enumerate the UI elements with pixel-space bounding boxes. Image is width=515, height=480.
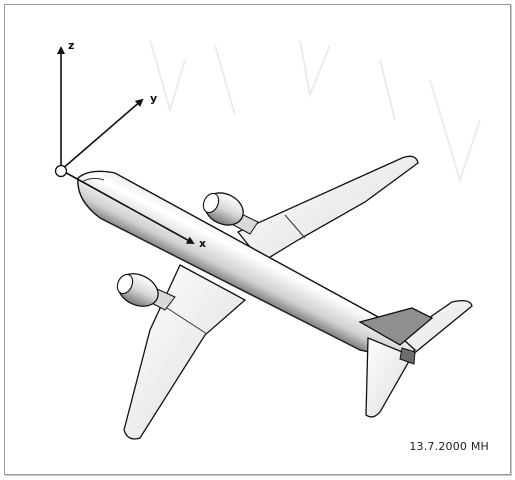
- coordinate-axes: z y x: [54, 39, 206, 250]
- right-engine: [202, 192, 259, 235]
- right-wing: [236, 155, 419, 263]
- vertical-fin: [358, 307, 434, 346]
- y-axis-arrow: [60, 98, 144, 171]
- cockpit-line: [81, 177, 105, 183]
- z-axis-label: z: [68, 39, 74, 52]
- x-axis-label: x: [199, 237, 206, 250]
- date-initials-stamp: 13.7.2000 MH: [409, 440, 489, 453]
- y-axis-label: y: [150, 92, 157, 105]
- left-wing: [123, 264, 247, 440]
- background-watermark: [149, 39, 481, 184]
- fuselage-belly-line: [99, 217, 361, 351]
- tail-cone: [399, 347, 416, 365]
- origin-marker: [54, 164, 68, 178]
- left-wing-flap-line: [166, 307, 208, 335]
- right-stabilizer: [399, 300, 473, 356]
- x-axis-arrow: [60, 169, 195, 244]
- left-engine: [116, 273, 176, 311]
- right-wing-flap-line: [284, 214, 306, 239]
